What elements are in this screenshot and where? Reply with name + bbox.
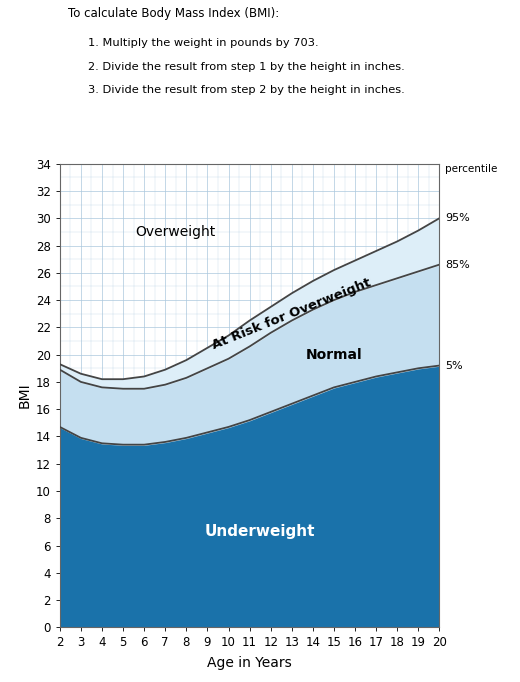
- Text: 3. Divide the result from step 2 by the height in inches.: 3. Divide the result from step 2 by the …: [88, 85, 405, 95]
- Text: 95%: 95%: [445, 213, 470, 223]
- Text: To calculate Body Mass Index (BMI):: To calculate Body Mass Index (BMI):: [68, 8, 279, 20]
- Text: 5%: 5%: [445, 361, 463, 370]
- Y-axis label: BMI: BMI: [18, 383, 32, 409]
- Text: At Risk for Overweight: At Risk for Overweight: [211, 276, 373, 352]
- Text: 1. Multiply the weight in pounds by 703.: 1. Multiply the weight in pounds by 703.: [88, 38, 319, 48]
- Text: Overweight: Overweight: [136, 225, 216, 239]
- Text: 85%: 85%: [445, 260, 470, 269]
- Text: Normal: Normal: [306, 348, 362, 361]
- Text: percentile: percentile: [445, 164, 497, 174]
- Text: Underweight: Underweight: [205, 524, 316, 539]
- X-axis label: Age in Years: Age in Years: [207, 656, 292, 670]
- Text: 2. Divide the result from step 1 by the height in inches.: 2. Divide the result from step 1 by the …: [88, 61, 405, 72]
